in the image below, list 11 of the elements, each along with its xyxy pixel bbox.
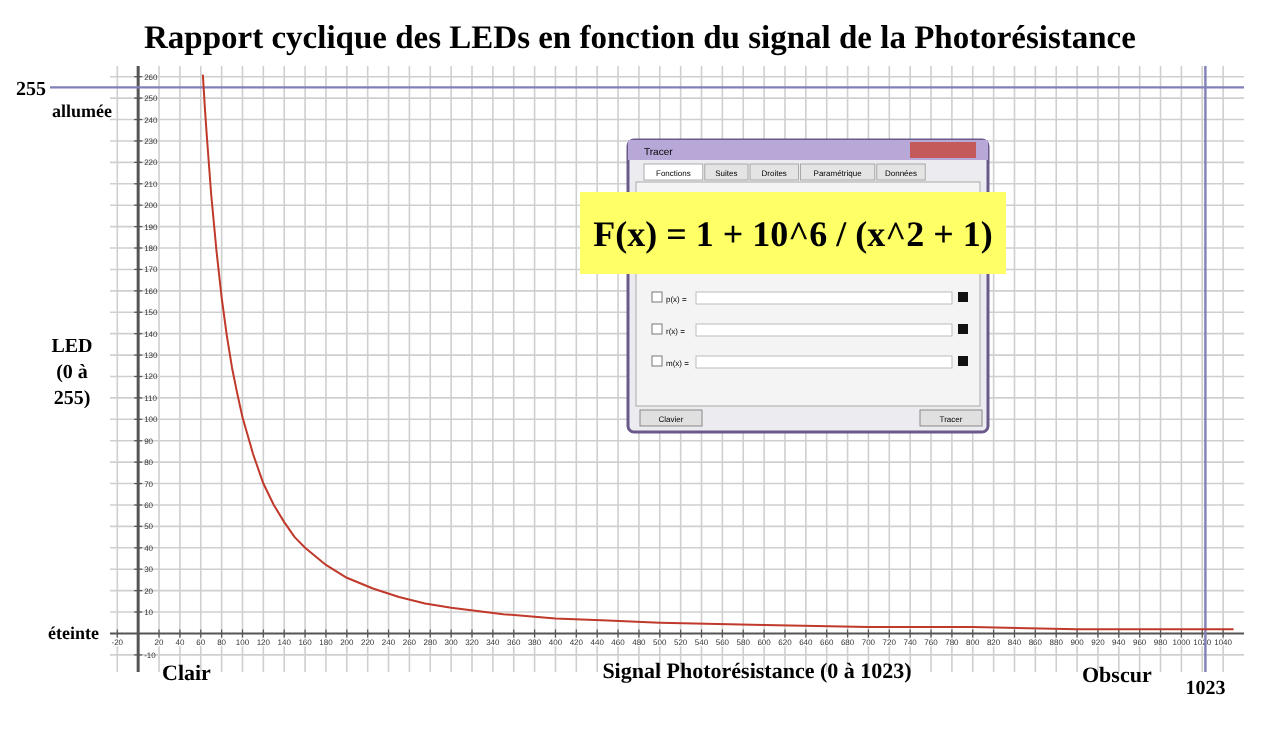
y-axis-title: LED (0 à 255) (51, 336, 93, 410)
x-axis-title: Signal Photorésistance (0 à 1023) (602, 660, 913, 684)
annotation: Obscur (1082, 664, 1152, 688)
annotation: allumée (52, 100, 112, 121)
annotation: F(x) = 1 + 10^6 / (x^2 + 1) (593, 214, 993, 254)
text: éteinte (48, 623, 99, 644)
annotation: Clair (162, 662, 212, 686)
ref-line-label: 255 (16, 79, 46, 102)
chart-title: Rapport cyclique des LEDs en fonction du signal de la Photorésistance (144, 18, 1136, 56)
line-series (201, 73, 1235, 631)
ref-line-label: 1023 (1185, 678, 1226, 700)
